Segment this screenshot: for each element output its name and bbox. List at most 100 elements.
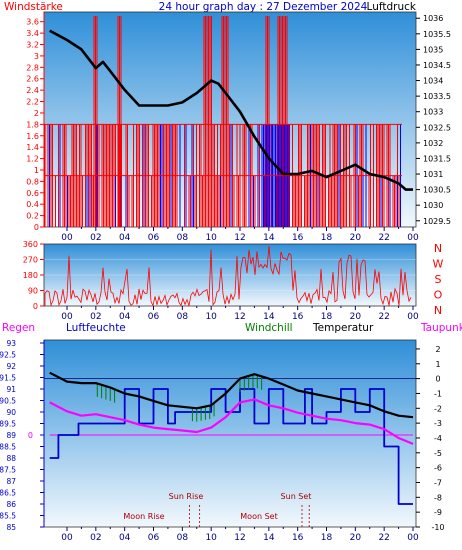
humidity-tick-label: 85.5 — [0, 512, 16, 521]
pressure-tick-label: 1031.5 — [423, 154, 451, 163]
wind-tick-label: 0.8 — [26, 177, 39, 186]
humidity-tick-label: 90 — [6, 408, 16, 417]
legend-taupunkt: Taupunkt — [420, 322, 462, 334]
x-tick-label: 20 — [350, 233, 362, 243]
direction-tick-label: 270 — [23, 256, 38, 265]
direction-tick-label: 180 — [23, 271, 38, 280]
humidity-tick-label: 88 — [6, 454, 16, 463]
temperature-tick-label: -5 — [434, 449, 442, 458]
x-tick-label: 00 — [407, 312, 419, 322]
x-tick-label: 14 — [263, 312, 275, 322]
pressure-series — [49, 29, 413, 191]
temperature-tick-label: 0 — [435, 375, 440, 384]
x-tick-label: 04 — [119, 533, 131, 543]
temperature-plot-area — [43, 339, 417, 528]
wind-tick-label: 3.4 — [26, 29, 39, 38]
wind-tick-label: 1.6 — [26, 132, 39, 141]
direction-tick-label: 0 — [33, 302, 38, 311]
pressure-tick-label: 1035.5 — [423, 30, 451, 39]
wind-tick-label: 0.4 — [26, 200, 39, 209]
humidity-tick-label: 86.5 — [0, 489, 16, 498]
wind-direction-x-axis: 00 02 04 06 08 10 12 14 16 18 20 22 00 — [61, 306, 419, 322]
annotation-label: Moon Set — [240, 512, 277, 521]
x-tick-label: 06 — [148, 233, 160, 243]
wind-tick-label: 0.6 — [26, 189, 39, 198]
temperature-x-axis: 00 02 04 06 08 10 12 14 16 18 20 22 00 — [61, 527, 419, 543]
humidity-tick-label: 93 — [6, 339, 16, 348]
humidity-axis: 85 85.5 86 86.5 87 87.5 88 88.5 89 89.5 90 90.5 91 91… — [0, 339, 45, 532]
x-tick-label: 00 — [61, 233, 73, 243]
rain-zero-label: 0 — [28, 431, 33, 440]
pressure-tick-label: 1035 — [423, 45, 443, 54]
wind-tick-label: 1 — [34, 166, 39, 175]
x-tick-label: 00 — [407, 533, 419, 543]
x-tick-label: 04 — [119, 312, 131, 322]
x-tick-label: 18 — [321, 312, 333, 322]
wind-pressure-grid — [44, 123, 402, 177]
pressure-axis: 1029.5 1030 1030.5 1031 1031.5 1032 1032.5 1033… — [416, 14, 451, 226]
pressure-tick-label: 1033 — [423, 108, 443, 117]
pressure-tick-label: 1033.5 — [423, 92, 451, 101]
legend-windchill: Windchill — [245, 322, 293, 334]
x-tick-label: 08 — [177, 533, 189, 543]
x-tick-label: 16 — [292, 233, 304, 243]
wind-tick-label: 3.6 — [26, 18, 39, 27]
pressure-line — [49, 29, 413, 191]
humidity-tick-label: 88.5 — [0, 443, 16, 452]
wind-tick-label: 2.2 — [26, 98, 39, 107]
x-tick-label: 20 — [350, 533, 362, 543]
direction-tick-label: 360 — [23, 240, 38, 249]
wind-tick-label: 1.8 — [26, 120, 39, 129]
temperature-tick-label: -7 — [434, 478, 442, 487]
pressure-tick-label: 1036 — [423, 14, 443, 23]
wind-tick-label: 0 — [34, 223, 39, 232]
x-tick-label: 02 — [90, 312, 101, 322]
header-center: 24 hour graph day : 27 Dezember 2024 — [159, 1, 368, 13]
direction-tick-label: 90 — [28, 287, 38, 296]
x-tick-label: 00 — [407, 233, 419, 243]
compass-label: W — [433, 258, 444, 271]
wind-tick-label: 2.8 — [26, 63, 39, 72]
wind-direction-line — [44, 246, 412, 307]
x-tick-label: 12 — [234, 233, 245, 243]
wind-tick-label: 2.6 — [26, 75, 39, 84]
wind-tick-label: 1.2 — [26, 155, 39, 164]
pressure-tick-label: 1031 — [423, 170, 443, 179]
annotation-label: Moon Rise — [123, 512, 164, 521]
x-tick-label: 18 — [321, 533, 333, 543]
x-tick-label: 22 — [378, 533, 389, 543]
wind-direction-degree-axis: 0 90 180 270 360 — [23, 240, 44, 311]
wind-direction-grid — [44, 259, 416, 291]
pressure-tick-label: 1034 — [423, 77, 443, 86]
temperature-series — [49, 371, 414, 505]
compass-label: N — [434, 242, 442, 255]
x-tick-label: 12 — [234, 312, 245, 322]
x-tick-label: 08 — [177, 233, 189, 243]
pressure-tick-label: 1032.5 — [423, 123, 451, 132]
x-tick-label: 10 — [205, 312, 217, 322]
compass-label: O — [434, 289, 443, 302]
temperature-line — [49, 371, 414, 419]
temperature-tick-label: -1 — [434, 389, 442, 398]
temperature-tick-label: 1 — [435, 360, 440, 369]
x-tick-label: 06 — [148, 533, 160, 543]
x-tick-label: 18 — [321, 233, 333, 243]
temperature-tick-label: -6 — [434, 464, 442, 473]
wind-pressure-x-axis: 00 02 04 06 08 10 12 14 16 18 20 22 00 — [61, 227, 419, 243]
x-tick-label: 02 — [90, 233, 101, 243]
x-tick-label: 08 — [177, 312, 189, 322]
x-tick-label: 14 — [263, 533, 275, 543]
x-tick-label: 00 — [61, 312, 73, 322]
legend-luftfeuchte: Luftfeuchte — [66, 322, 126, 334]
wind-speed-axis: 0 0.2 0.4 0.6 0.8 1 1.2 1.4 1.6 1.8 2 2.2 2.4 2.6 2.8 3… — [26, 12, 45, 232]
compass-label: S — [435, 273, 442, 286]
wind-tick-label: 0.2 — [26, 212, 39, 221]
temperature-tick-label: -10 — [431, 523, 444, 532]
x-tick-label: 16 — [292, 533, 304, 543]
x-tick-label: 10 — [205, 233, 217, 243]
legend-temperatur: Temperatur — [312, 322, 374, 334]
humidity-tick-label: 91.5 — [0, 374, 16, 383]
temperature-tick-label: -4 — [434, 434, 442, 443]
pressure-tick-label: 1029.5 — [423, 217, 451, 226]
